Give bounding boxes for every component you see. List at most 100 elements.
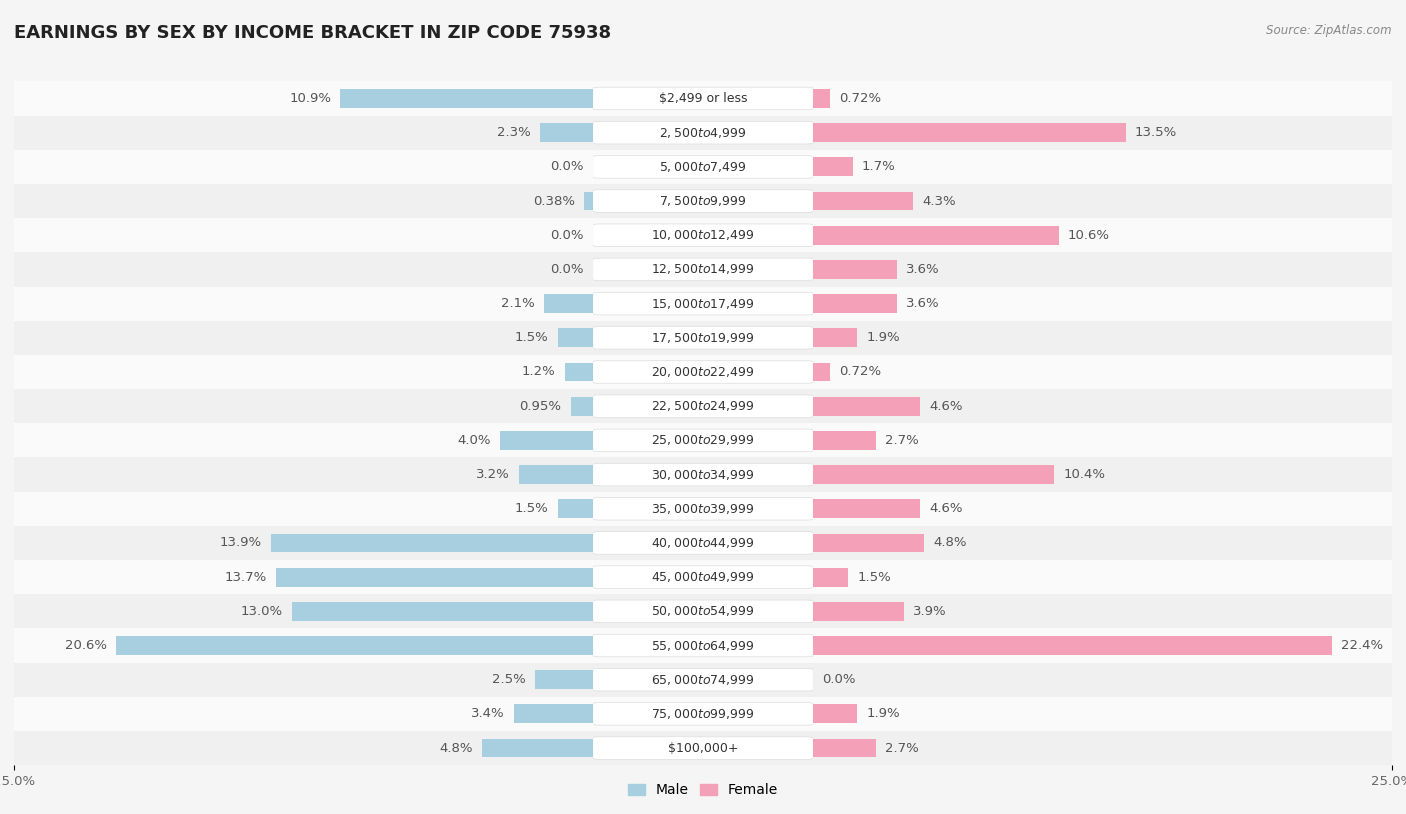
Text: 3.4%: 3.4% <box>471 707 505 720</box>
Text: 0.0%: 0.0% <box>550 263 583 276</box>
FancyBboxPatch shape <box>593 737 813 759</box>
Bar <box>565 362 593 382</box>
Bar <box>813 362 830 382</box>
Text: $12,500 to $14,999: $12,500 to $14,999 <box>651 262 755 277</box>
Text: 0.0%: 0.0% <box>550 160 583 173</box>
Text: 0.0%: 0.0% <box>550 229 583 242</box>
Bar <box>813 116 1392 150</box>
Bar <box>593 526 813 560</box>
FancyBboxPatch shape <box>593 190 813 212</box>
Bar <box>583 191 593 211</box>
Bar <box>593 150 813 184</box>
Bar <box>593 663 813 697</box>
Text: $17,500 to $19,999: $17,500 to $19,999 <box>651 330 755 345</box>
Bar <box>593 321 813 355</box>
Text: 2.7%: 2.7% <box>884 742 918 755</box>
Bar <box>534 670 593 689</box>
Text: 1.5%: 1.5% <box>515 502 548 515</box>
Bar <box>14 218 593 252</box>
Bar <box>14 252 593 287</box>
Text: $65,000 to $74,999: $65,000 to $74,999 <box>651 672 755 687</box>
Text: 4.8%: 4.8% <box>934 536 967 549</box>
Bar <box>813 396 920 416</box>
FancyBboxPatch shape <box>593 634 813 657</box>
Text: 10.6%: 10.6% <box>1069 229 1109 242</box>
Bar <box>813 499 920 519</box>
FancyBboxPatch shape <box>593 497 813 520</box>
Text: $35,000 to $39,999: $35,000 to $39,999 <box>651 501 755 516</box>
Bar <box>14 150 593 184</box>
Text: 22.4%: 22.4% <box>1341 639 1384 652</box>
Text: 4.0%: 4.0% <box>457 434 491 447</box>
Bar <box>813 184 1392 218</box>
Text: 0.0%: 0.0% <box>823 673 856 686</box>
Bar <box>14 560 593 594</box>
FancyBboxPatch shape <box>593 121 813 144</box>
Bar <box>593 697 813 731</box>
Bar <box>14 731 593 765</box>
Text: $15,000 to $17,499: $15,000 to $17,499 <box>651 296 755 311</box>
Bar <box>813 389 1392 423</box>
Text: $55,000 to $64,999: $55,000 to $64,999 <box>651 638 755 653</box>
Text: 2.1%: 2.1% <box>501 297 534 310</box>
Text: $40,000 to $44,999: $40,000 to $44,999 <box>651 536 755 550</box>
Text: $10,000 to $12,499: $10,000 to $12,499 <box>651 228 755 243</box>
Bar <box>14 423 593 457</box>
Bar <box>14 663 593 697</box>
FancyBboxPatch shape <box>593 429 813 452</box>
Bar <box>813 225 1059 245</box>
Text: $100,000+: $100,000+ <box>668 742 738 755</box>
Bar <box>813 457 1392 492</box>
Text: $75,000 to $99,999: $75,000 to $99,999 <box>651 707 755 721</box>
FancyBboxPatch shape <box>593 326 813 349</box>
Bar <box>593 457 813 492</box>
Text: 2.3%: 2.3% <box>496 126 530 139</box>
Bar <box>813 328 858 348</box>
Bar <box>813 567 848 587</box>
Bar <box>14 457 593 492</box>
Bar <box>813 533 924 553</box>
Bar <box>813 287 1392 321</box>
Bar <box>593 423 813 457</box>
Bar <box>571 396 593 416</box>
Bar <box>519 465 593 484</box>
Text: 4.3%: 4.3% <box>922 195 956 208</box>
Bar <box>593 389 813 423</box>
FancyBboxPatch shape <box>593 224 813 247</box>
FancyBboxPatch shape <box>593 532 813 554</box>
Bar <box>593 355 813 389</box>
Bar <box>593 252 813 287</box>
Text: 13.9%: 13.9% <box>219 536 262 549</box>
Bar <box>813 526 1392 560</box>
Bar <box>813 89 830 108</box>
Text: $25,000 to $29,999: $25,000 to $29,999 <box>651 433 755 448</box>
Bar <box>813 697 1392 731</box>
Text: EARNINGS BY SEX BY INCOME BRACKET IN ZIP CODE 75938: EARNINGS BY SEX BY INCOME BRACKET IN ZIP… <box>14 24 612 42</box>
Bar <box>544 294 593 313</box>
Text: 3.2%: 3.2% <box>475 468 509 481</box>
Bar <box>515 704 593 724</box>
Bar <box>14 526 593 560</box>
Text: 10.4%: 10.4% <box>1063 468 1105 481</box>
Bar <box>813 321 1392 355</box>
Bar <box>340 89 593 108</box>
FancyBboxPatch shape <box>593 668 813 691</box>
Text: 1.7%: 1.7% <box>862 160 896 173</box>
Text: $2,499 or less: $2,499 or less <box>659 92 747 105</box>
Bar <box>813 731 1392 765</box>
Legend: Male, Female: Male, Female <box>623 778 783 803</box>
Bar <box>501 431 593 450</box>
Bar <box>593 81 813 116</box>
Bar <box>813 123 1126 142</box>
Bar <box>813 465 1054 484</box>
Bar <box>593 560 813 594</box>
Bar <box>14 287 593 321</box>
Bar <box>593 594 813 628</box>
Text: 1.9%: 1.9% <box>866 331 900 344</box>
FancyBboxPatch shape <box>593 87 813 110</box>
Text: 1.5%: 1.5% <box>515 331 548 344</box>
Bar <box>276 567 593 587</box>
Text: 3.6%: 3.6% <box>905 263 939 276</box>
Bar <box>813 431 876 450</box>
Bar <box>813 294 897 313</box>
